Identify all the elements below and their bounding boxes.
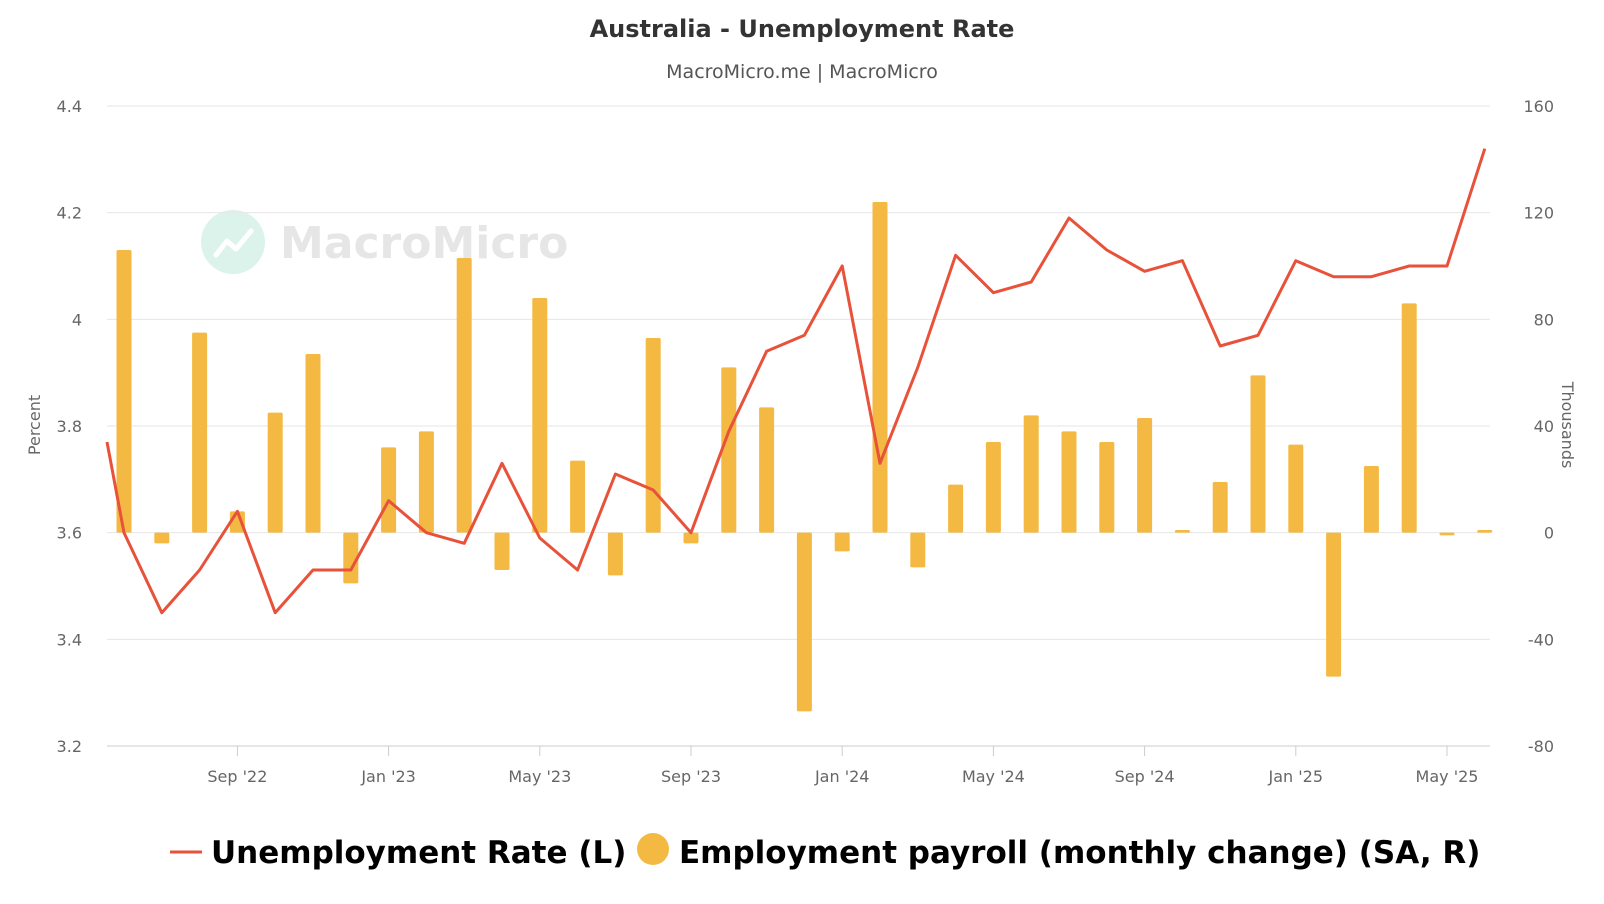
right-axis-title: Thousands (1558, 381, 1577, 469)
left-tick-label: 4 (72, 310, 82, 329)
payroll-bar[interactable] (1363, 466, 1379, 533)
payroll-bar[interactable] (456, 258, 472, 533)
right-tick-label: -40 (1528, 630, 1554, 649)
legend-label-employment-payroll: Employment payroll (monthly change) (SA,… (679, 835, 1480, 871)
payroll-bar[interactable] (1099, 442, 1115, 533)
left-axis-ticks: 3.2 3.4 3.6 3.8 4 4.2 4.4 (57, 97, 82, 756)
payroll-bar[interactable] (494, 532, 510, 570)
x-tick-label: Jan '23 (360, 767, 416, 786)
watermark-logo-icon (201, 210, 265, 274)
right-axis-ticks: -80 -40 0 40 80 120 160 (1523, 97, 1554, 756)
payroll-bars (116, 202, 1493, 712)
unemployment-rate-line (105, 148, 1487, 615)
right-tick-label: -80 (1528, 737, 1554, 756)
payroll-bar[interactable] (418, 431, 434, 533)
right-tick-label: 80 (1534, 310, 1554, 329)
right-tick-label: 120 (1523, 204, 1554, 223)
left-tick-label: 4.4 (57, 97, 82, 116)
x-tick-label: May '24 (962, 767, 1025, 786)
payroll-bar[interactable] (192, 332, 208, 533)
left-tick-label: 3.8 (57, 417, 82, 436)
payroll-bar[interactable] (872, 202, 888, 533)
watermark: MacroMicro (201, 210, 568, 274)
payroll-bar[interactable] (948, 484, 964, 533)
left-tick-label: 3.6 (57, 524, 82, 543)
x-tick-label: Sep '23 (661, 767, 721, 786)
payroll-bar[interactable] (154, 532, 170, 544)
payroll-bar[interactable] (796, 532, 812, 712)
left-tick-label: 3.4 (57, 630, 82, 649)
right-tick-label: 160 (1523, 97, 1554, 116)
left-tick-label: 4.2 (57, 204, 82, 223)
payroll-bar[interactable] (1288, 444, 1304, 533)
payroll-bar[interactable] (834, 532, 850, 552)
x-axis-ticks: Sep '22 Jan '23 May '23 Sep '23 Jan '24 May '… (207, 746, 1478, 786)
payroll-bar[interactable] (759, 407, 775, 533)
payroll-bar[interactable] (607, 532, 623, 576)
chart-title: Australia - Unemployment Rate (590, 15, 1015, 43)
x-tick-label: Jan '24 (814, 767, 870, 786)
payroll-bar[interactable] (1401, 303, 1417, 533)
payroll-bar[interactable] (1477, 530, 1493, 533)
payroll-bar[interactable] (721, 367, 737, 533)
payroll-bar[interactable] (683, 532, 699, 544)
payroll-bar[interactable] (1023, 415, 1039, 533)
legend-item-unemployment-rate[interactable]: Unemployment Rate (L) (170, 835, 626, 871)
x-tick-label: Sep '22 (207, 767, 267, 786)
left-axis-title: Percent (25, 395, 44, 455)
payroll-bar[interactable] (570, 460, 586, 533)
payroll-bar[interactable] (910, 532, 926, 568)
x-tick-label: May '23 (508, 767, 571, 786)
x-tick-label: Sep '24 (1115, 767, 1175, 786)
right-tick-label: 40 (1534, 417, 1554, 436)
x-tick-label: May '25 (1416, 767, 1479, 786)
legend-dot-swatch (637, 833, 669, 865)
payroll-bar[interactable] (532, 298, 548, 533)
legend-label-unemployment-rate: Unemployment Rate (L) (211, 835, 626, 871)
payroll-bar[interactable] (267, 412, 283, 533)
payroll-bar[interactable] (1212, 482, 1228, 533)
payroll-bar[interactable] (116, 250, 132, 533)
payroll-bar[interactable] (1439, 532, 1455, 536)
payroll-bar[interactable] (381, 447, 397, 533)
payroll-bar[interactable] (1326, 532, 1342, 677)
right-tick-label: 0 (1544, 524, 1554, 543)
payroll-bar[interactable] (1061, 431, 1077, 533)
watermark-logo-chart-icon (213, 228, 254, 258)
payroll-bar[interactable] (1250, 375, 1266, 533)
payroll-bar[interactable] (1137, 418, 1153, 533)
payroll-bar[interactable] (305, 354, 321, 533)
legend-item-employment-payroll[interactable]: Employment payroll (monthly change) (SA,… (637, 833, 1480, 871)
watermark-text: MacroMicro (280, 218, 568, 269)
payroll-bar[interactable] (645, 338, 661, 533)
x-tick-label: Jan '25 (1268, 767, 1324, 786)
legend: Unemployment Rate (L) Employment payroll… (170, 833, 1480, 871)
payroll-bar[interactable] (985, 442, 1001, 533)
chart-subtitle: MacroMicro.me | MacroMicro (666, 61, 938, 83)
payroll-bar[interactable] (1174, 530, 1190, 533)
left-tick-label: 3.2 (57, 737, 82, 756)
